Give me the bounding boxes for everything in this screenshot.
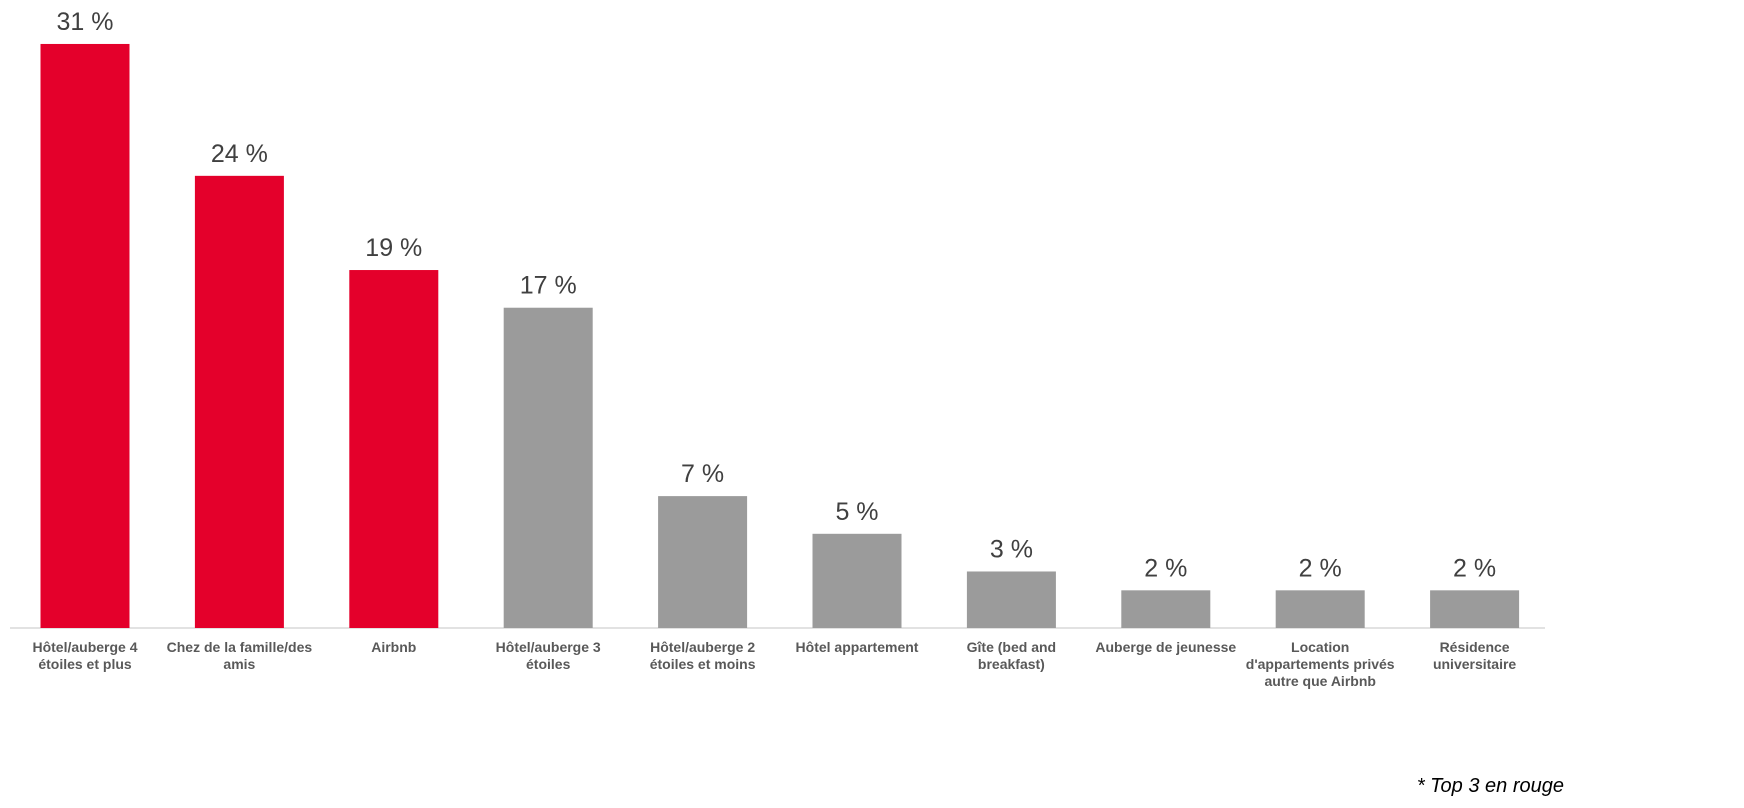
x-tick-label: Hôtel/auberge 4 étoiles et plus [32, 639, 138, 672]
value-label: 31 % [57, 8, 114, 36]
value-label: 2 % [1299, 554, 1342, 582]
bar [1275, 590, 1365, 628]
bar [503, 307, 593, 628]
value-label: 5 % [835, 498, 878, 526]
value-label: 17 % [520, 272, 577, 300]
value-label: 2 % [1144, 554, 1187, 582]
value-label: 3 % [990, 535, 1033, 563]
bar [658, 496, 748, 628]
bar [812, 533, 902, 628]
value-label: 19 % [365, 234, 422, 262]
x-tick-label: Résidence universitaire [1432, 639, 1517, 672]
bar [1430, 590, 1520, 628]
bar [194, 175, 284, 628]
x-tick-label: Location d'appartements privés autre que… [1245, 639, 1395, 689]
x-tick-label: Chez de la famille/des amis [166, 639, 313, 672]
x-tick-label: Gîte (bed and breakfast) [966, 639, 1057, 672]
bar [40, 43, 130, 628]
bar [1121, 590, 1211, 628]
x-tick-label: Hôtel/auberge 2 étoiles et moins [649, 639, 756, 672]
bar [966, 571, 1056, 628]
annotation: * Top 3 en rouge [1416, 775, 1564, 797]
x-tick-label: Airbnb [371, 639, 417, 655]
x-tick-label: Hôtel/auberge 3 étoiles [495, 639, 601, 672]
x-tick-label: Auberge de jeunesse [1095, 639, 1237, 655]
value-label: 2 % [1453, 554, 1496, 582]
value-label: 24 % [211, 140, 268, 168]
bar [349, 270, 439, 628]
value-label: 7 % [681, 460, 724, 488]
x-tick-label: Hôtel appartement [795, 639, 919, 655]
